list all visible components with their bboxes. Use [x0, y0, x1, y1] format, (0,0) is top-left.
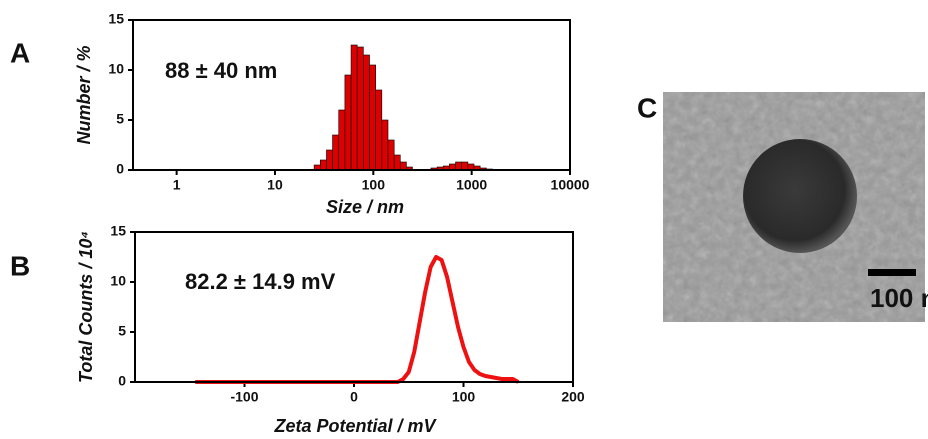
x-axis-label: Zeta Potential / mV	[273, 416, 437, 436]
y-tick-label: 15	[110, 223, 126, 239]
bar	[387, 139, 395, 171]
annotation: 88 ± 40 nm	[165, 58, 277, 83]
x-tick-label: 1000	[456, 177, 487, 193]
bar	[455, 161, 462, 171]
bar	[326, 149, 333, 171]
bar	[363, 54, 370, 171]
y-tick-label: 15	[108, 11, 124, 27]
bar	[338, 109, 346, 171]
x-tick-label: 100	[362, 177, 386, 193]
y-tick-label: 0	[116, 161, 124, 177]
x-tick-label: 200	[561, 389, 585, 405]
panel-label: B	[10, 250, 30, 281]
bar	[344, 74, 352, 171]
bar	[393, 154, 401, 171]
bar	[350, 44, 358, 171]
x-tick-label: 1	[173, 177, 181, 193]
panel-label: A	[10, 37, 30, 68]
bar	[381, 119, 389, 171]
plot-frame	[132, 19, 571, 171]
bar	[356, 46, 364, 171]
y-tick-label: 10	[108, 61, 124, 77]
y-tick-label: 10	[110, 273, 126, 289]
annotation: 82.2 ± 14.9 mV	[185, 269, 336, 294]
bar	[461, 161, 469, 171]
tem-image	[663, 92, 925, 322]
x-axis-label: Size / nm	[326, 197, 404, 217]
x-tick-label: -100	[230, 389, 258, 405]
x-tick-label: 10	[267, 177, 283, 193]
scale-bar-label: 100 nm	[870, 283, 928, 313]
y-tick-label: 5	[118, 323, 126, 339]
y-axis-label: Total Counts / 10⁴	[76, 231, 96, 383]
x-tick-label: 0	[350, 389, 358, 405]
line	[195, 255, 520, 384]
bar	[399, 161, 407, 171]
y-tick-label: 5	[116, 111, 124, 127]
bar	[369, 64, 376, 171]
x-tick-label: 100	[452, 389, 476, 405]
x-tick-label: 10000	[551, 177, 590, 193]
y-axis-label: Number / %	[74, 45, 94, 144]
y-tick-label: 0	[118, 373, 126, 389]
bar	[320, 159, 327, 171]
panel-label: C	[637, 92, 657, 123]
bar	[375, 89, 383, 171]
plot-frame	[134, 231, 574, 383]
bar	[332, 134, 340, 171]
